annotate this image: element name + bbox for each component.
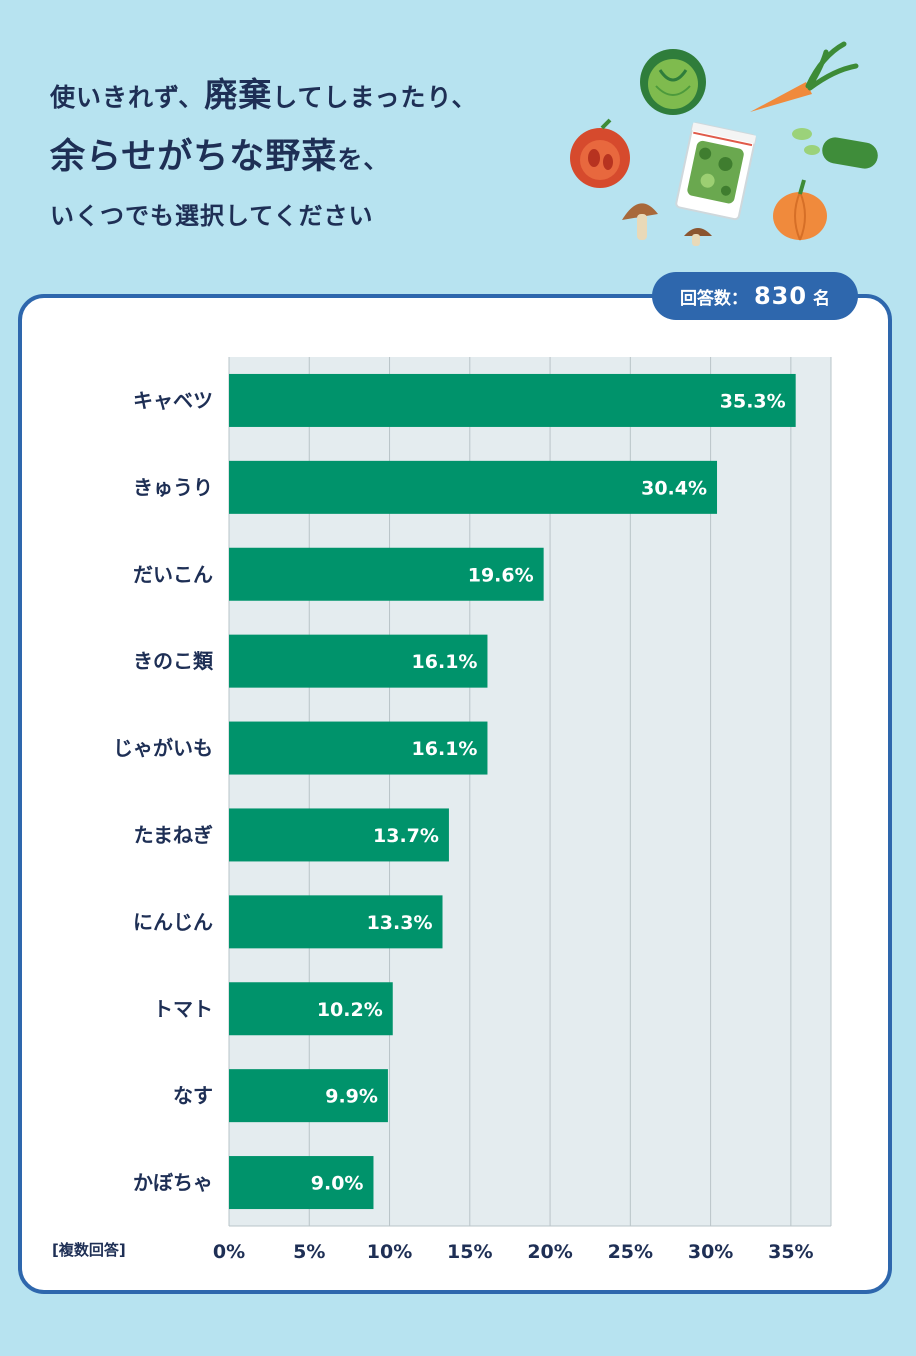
bar-value-label: 16.1% [412,738,478,760]
cucumber-icon [792,128,878,169]
mushroom-icon [622,203,712,246]
x-tick-label: 20% [527,1241,572,1263]
bar [229,634,488,688]
bar [229,1156,374,1210]
respondents-label: 回答数： [679,288,748,309]
category-label: キャベツ [133,388,213,412]
x-tick-label: 15% [447,1241,492,1263]
category-label: かぼちゃ [133,1171,213,1195]
bar-value-label: 30.4% [641,477,707,499]
x-tick-label: 10% [367,1241,412,1263]
respondents-unit: 名 [813,288,831,309]
vegetable-illustration [570,41,878,246]
respondents-count: 830 [753,282,808,310]
bar [229,373,796,427]
bar-value-label: 9.9% [325,1086,378,1108]
bar [229,808,449,862]
category-label: なす [173,1084,213,1108]
title-line-1: 使いきれず、廃棄してしまったり、 [50,75,478,114]
bar-value-label: 19.6% [468,564,534,586]
category-label: きのこ類 [133,649,214,673]
bar [229,982,393,1036]
pumpkin-icon [773,179,827,241]
bar [229,460,718,514]
bar-value-label: 9.0% [311,1173,364,1195]
category-label: トマト [153,997,213,1021]
multiple-answer-note: [複数回答] [52,1241,126,1259]
category-label: にんじん [133,910,213,934]
frozen-vegetable-bag-icon [675,122,757,221]
respondents-badge: 回答数： 830 名 [652,272,858,320]
x-tick-label: 30% [688,1241,733,1263]
bar-value-label: 10.2% [317,999,383,1021]
bar [229,895,443,949]
tomato-icon [570,118,630,188]
category-label: きゅうり [133,475,213,499]
bar-value-label: 13.3% [367,912,433,934]
x-tick-label: 35% [768,1241,813,1263]
category-label: じゃがいも [113,736,213,760]
bar-value-label: 13.7% [373,825,439,847]
cabbage-icon [640,49,706,115]
x-tick-label: 25% [608,1241,653,1263]
bar [229,547,544,601]
title-line-2: 余らせがちな野菜を、 [50,137,390,177]
bar [229,721,488,775]
title-line-3: いくつでも選択してください [50,202,374,230]
bar [229,1069,388,1123]
carrot-icon [750,41,859,112]
bar-value-label: 16.1% [412,651,478,673]
category-label: たまねぎ [134,823,213,847]
x-tick-label: 0% [213,1241,245,1263]
bar-value-label: 35.3% [720,390,786,412]
x-tick-label: 5% [293,1241,325,1263]
category-label: だいこん [133,562,213,586]
